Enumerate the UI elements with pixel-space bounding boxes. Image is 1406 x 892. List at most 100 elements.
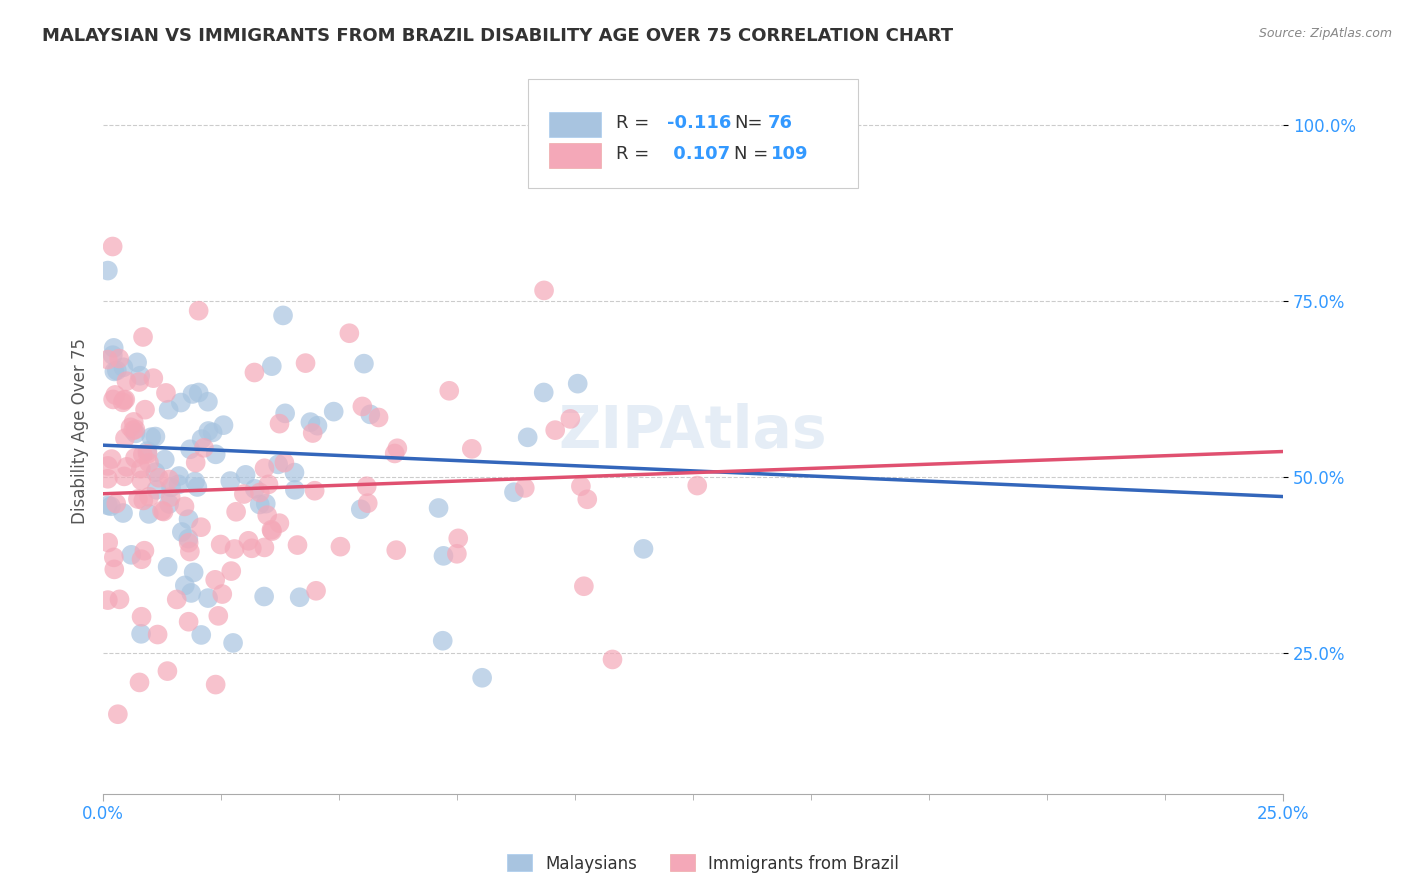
Point [177,615,200,629]
Point [533,385,555,400]
Point [204,677,226,691]
Point [253,541,276,555]
Point [141,430,163,444]
FancyBboxPatch shape [550,112,602,136]
Y-axis label: Disability Age Over 75: Disability Age Over 75 [72,338,89,524]
Point [156,559,179,574]
Point [114,392,136,407]
Point [533,284,555,298]
FancyBboxPatch shape [550,144,602,168]
Point [190,432,212,446]
Point [240,541,263,556]
Point [193,441,215,455]
Point [284,483,307,497]
Point [209,537,232,551]
Point [173,500,195,514]
Text: N =: N = [734,145,769,163]
Legend: Malaysians, Immigrants from Brazil: Malaysians, Immigrants from Brazil [501,847,905,880]
Point [387,442,409,456]
Point [136,447,159,461]
Point [427,500,450,515]
Point [148,471,170,485]
Point [439,384,461,398]
Point [243,366,266,380]
Point [301,425,323,440]
Point [211,587,233,601]
Point [156,664,179,678]
Point [180,586,202,600]
Point [177,512,200,526]
Point [201,425,224,440]
Point [183,566,205,580]
Point [157,473,180,487]
Point [267,458,290,472]
Point [115,374,138,388]
Point [212,418,235,433]
Point [97,472,120,486]
Point [124,426,146,441]
Point [131,474,153,488]
Point [305,583,328,598]
Point [186,480,208,494]
Point [353,357,375,371]
Point [97,263,120,277]
Point [350,502,373,516]
Point [97,458,120,473]
Point [232,487,254,501]
Point [446,547,468,561]
Text: 0.107: 0.107 [668,145,730,163]
Point [356,479,378,493]
Point [128,375,150,389]
Point [103,341,125,355]
Point [432,633,454,648]
Point [367,410,389,425]
Point [103,364,125,378]
Point [159,490,181,504]
Point [513,481,536,495]
Point [224,541,246,556]
Point [101,239,124,253]
Point [97,535,120,549]
Point [243,482,266,496]
Point [157,402,180,417]
Text: R =: R = [616,145,655,163]
Point [204,447,226,461]
Point [112,469,135,483]
Point [152,504,174,518]
Point [136,444,159,458]
Point [132,448,155,462]
Point [329,540,352,554]
Point [294,356,316,370]
Point [134,402,156,417]
Point [131,552,153,566]
Point [503,485,526,500]
Point [132,330,155,344]
Point [219,474,242,488]
Point [145,429,167,443]
Point [129,627,152,641]
Point [128,675,150,690]
Point [359,408,381,422]
Point [432,549,454,563]
Point [115,459,138,474]
Point [127,491,149,506]
Point [179,544,201,558]
Point [235,467,257,482]
Point [105,363,128,377]
Text: 109: 109 [770,145,808,163]
Point [572,579,595,593]
Point [181,387,204,401]
Point [260,523,283,537]
Point [249,485,271,500]
Point [138,490,160,504]
Point [153,452,176,467]
Point [112,360,135,375]
Point [184,475,207,489]
Point [103,562,125,576]
Point [271,309,294,323]
Text: N=: N= [734,114,763,132]
Text: R =: R = [616,114,655,132]
Point [166,592,188,607]
Point [108,592,131,607]
Point [184,456,207,470]
